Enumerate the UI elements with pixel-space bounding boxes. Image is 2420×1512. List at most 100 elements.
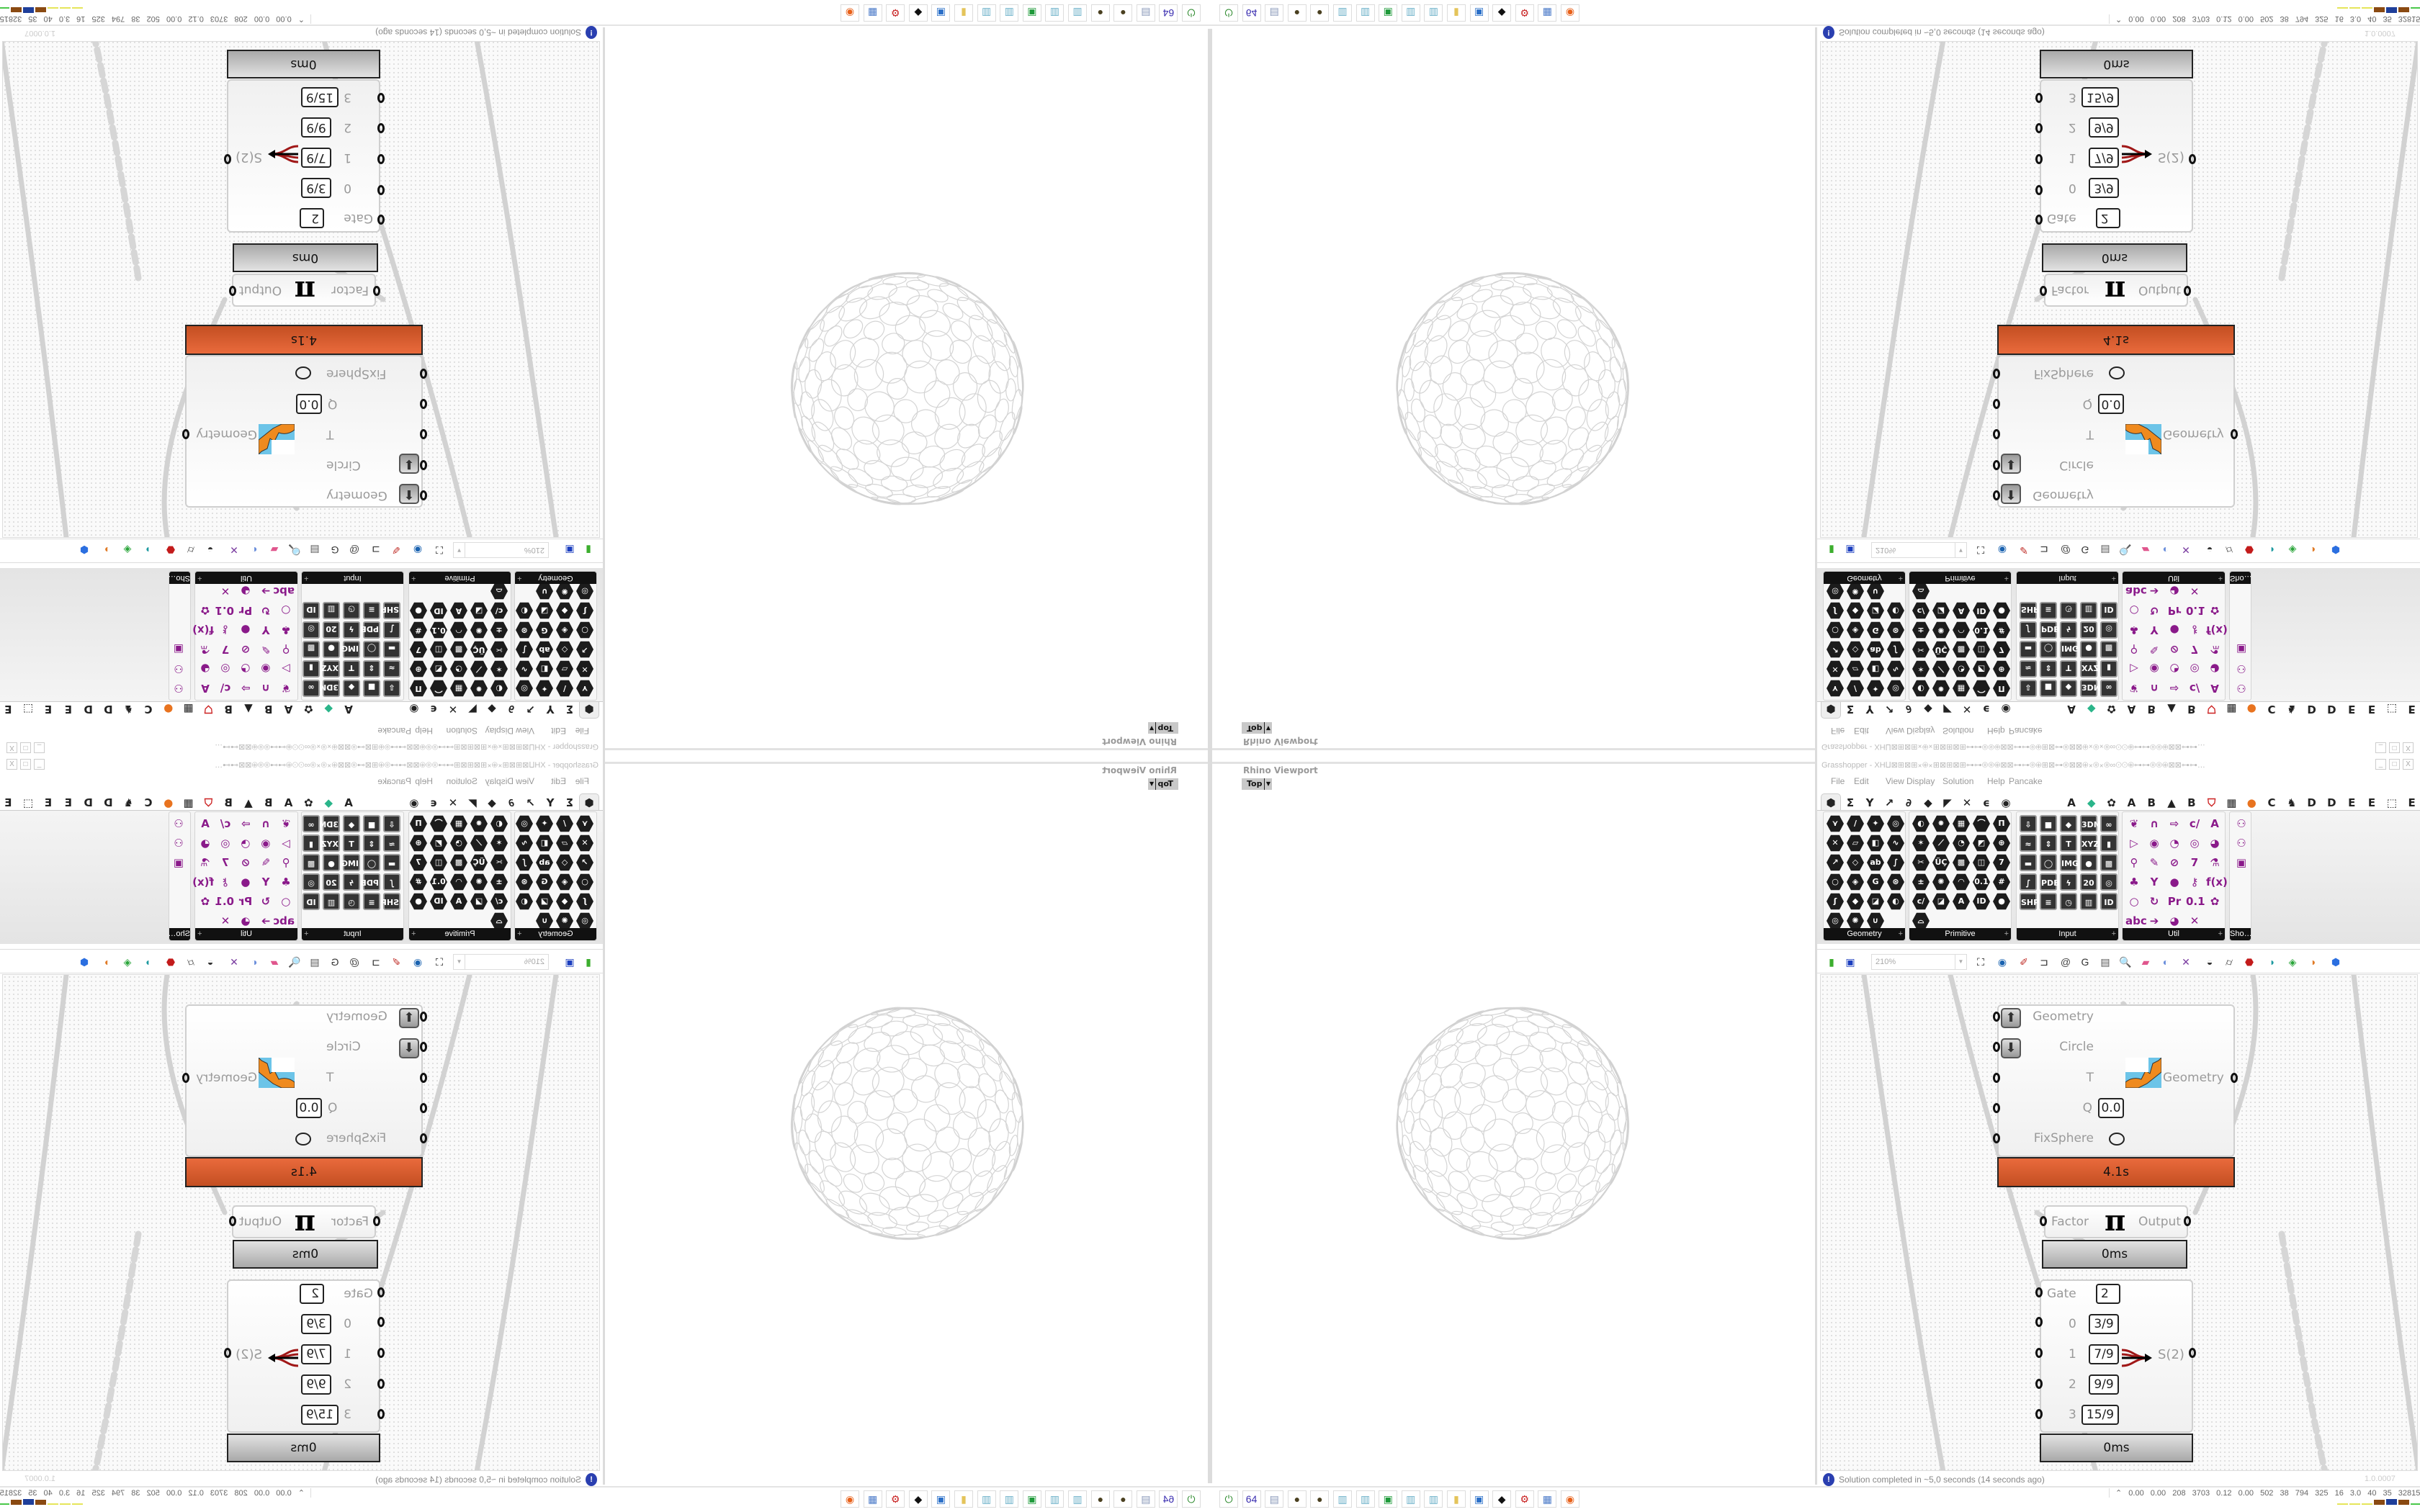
paint-icon[interactable]: T (2060, 660, 2077, 678)
pdb-icon[interactable]: PDB (2040, 873, 2060, 891)
chevron-down-icon[interactable]: ▼ (1264, 778, 1272, 790)
fx-icon[interactable]: f(x) (2206, 876, 2228, 888)
mesh-icon[interactable]: ◆ (1847, 893, 1864, 910)
mesh-icon[interactable]: ◆ (556, 893, 573, 910)
gha-icon[interactable]: G (331, 956, 339, 968)
text-icon[interactable]: A (450, 602, 467, 619)
a-script-icon[interactable]: A (2210, 682, 2219, 695)
arrow-up-icon[interactable]: ⬆ (399, 1008, 419, 1028)
save-icon[interactable]: ▣ (565, 544, 575, 556)
colour-wheel-icon[interactable]: ◯ (2040, 641, 2057, 658)
line-icon[interactable]: ↗ (1827, 641, 1844, 658)
file-icon[interactable]: ◫ (430, 854, 447, 871)
c-script-icon[interactable]: c/ (2189, 682, 2200, 695)
button-icon[interactable]: ■ (363, 680, 380, 697)
params-tab-icon[interactable]: ⬢ (584, 703, 594, 716)
tab-e[interactable]: E (2348, 796, 2356, 809)
sphere-icon[interactable]: ● (410, 893, 427, 910)
input-port[interactable] (2035, 1287, 2043, 1297)
kangaroo-solver-component[interactable]: ⬆ ⬇ Geometry Circle T Q 0.0 FixSphere Ge… (1997, 355, 2235, 508)
axes-icon[interactable]: ⚲ (282, 856, 290, 869)
0.1-icon[interactable]: 0.1 (2186, 895, 2205, 908)
brep-icon[interactable]: ◧ (1867, 660, 1884, 678)
cherry-icon[interactable]: ❦ (281, 817, 291, 830)
text-icon[interactable]: A (1953, 602, 1970, 619)
red-shape-icon[interactable]: ⬣ (2244, 956, 2254, 968)
stream-value-field[interactable]: 7/9 (301, 148, 331, 168)
bell-icon[interactable]: ◒ (207, 956, 214, 968)
input-port[interactable] (2035, 93, 2043, 103)
folder-icon[interactable]: ▮ (1447, 4, 1466, 22)
text-icon[interactable]: ab (1867, 854, 1884, 871)
cherry-icon[interactable]: ❦ (2129, 682, 2139, 695)
shp-icon[interactable]: SHP (2020, 602, 2039, 619)
data-icon[interactable]: ⊕ (1993, 660, 2010, 678)
plane-icon[interactable]: ✦ (1867, 680, 1884, 697)
cylinder-icon[interactable]: ⌭ (2225, 956, 2233, 968)
spiral-icon[interactable]: ◎ (220, 837, 230, 850)
img-icon[interactable]: IMG (341, 854, 360, 871)
input-port[interactable] (377, 1379, 385, 1389)
input-port[interactable] (420, 460, 427, 470)
point-icon[interactable]: ∕ (556, 815, 573, 832)
calendar-icon[interactable]: 20 (2080, 621, 2097, 639)
expand-icon[interactable]: + (517, 930, 522, 938)
rhino-icon[interactable]: ◆ (908, 4, 928, 22)
expand-icon[interactable]: + (411, 574, 416, 582)
notepad-icon[interactable]: ▥ (977, 4, 996, 22)
open-file-icon[interactable]: ▮ (586, 956, 591, 968)
arc-icon[interactable]: ʃ (576, 893, 593, 910)
complex-icon[interactable]: ± (1912, 873, 1930, 891)
xyz-icon[interactable]: XYZ (321, 834, 340, 852)
teal-shape-icon[interactable]: ◗ (2269, 956, 2276, 968)
shot-icon[interactable]: Y (261, 624, 270, 636)
arrow-icon[interactable]: ⇨ (2169, 817, 2179, 830)
dna-icon[interactable]: ✕ (230, 544, 238, 556)
data-path-icon[interactable]: ◩ (1973, 834, 1990, 852)
params-tab-icon[interactable]: ⬢ (1826, 703, 1836, 716)
surface-tab-icon[interactable]: ◆ (488, 796, 496, 809)
panel-label[interactable]: Geometry + (515, 572, 596, 584)
pointer-icon[interactable]: ⇕ (363, 660, 380, 678)
mountain-tab-icon[interactable]: ▲ (2167, 796, 2176, 809)
panel-label[interactable]: Util + (2123, 928, 2225, 940)
gauge-icon[interactable]: ◕ (2169, 914, 2179, 927)
menu-solution[interactable]: Solution (446, 776, 478, 786)
red-shape-icon[interactable]: ⬣ (166, 956, 176, 968)
panel-label[interactable]: Input + (2017, 928, 2118, 940)
curve-shape-icon[interactable]: ⌓ (1912, 582, 1930, 600)
tab-a2[interactable]: A (2127, 703, 2136, 716)
graph-icon[interactable]: ∫ (2020, 873, 2037, 891)
hatch-icon[interactable]: ▩ (1953, 854, 1970, 871)
bulb-icon[interactable]: ◐ (2162, 956, 2169, 968)
open-file-icon[interactable]: ▮ (586, 544, 591, 556)
dark-ball-icon[interactable]: ● (1310, 1490, 1330, 1508)
plane-icon[interactable]: ✦ (1867, 815, 1884, 832)
complex2-icon[interactable]: c/ (1912, 602, 1930, 619)
null-icon[interactable]: ✕ (1827, 660, 1844, 678)
teal-shape-icon[interactable]: ◗ (144, 544, 151, 556)
notepad-icon[interactable]: ▥ (1401, 4, 1420, 22)
params-tab-icon[interactable]: ⬢ (1826, 796, 1836, 809)
file-path-icon[interactable]: ◪ (470, 893, 488, 910)
shield-tab-icon[interactable]: ⛉ (2207, 796, 2216, 809)
q-value-field[interactable]: 0.0 (296, 394, 322, 414)
3dm-icon[interactable]: 3DM (2080, 680, 2102, 697)
abc-icon[interactable]: abc (2125, 585, 2147, 598)
gate-value-field[interactable]: 2 (300, 1284, 324, 1304)
minimize-button[interactable]: _ (2375, 742, 2386, 753)
grid-tab-icon[interactable]: ▦ (2226, 703, 2237, 716)
magnet-icon[interactable]: ∪ (1867, 582, 1884, 600)
tree-icon[interactable]: ♣ (2129, 624, 2139, 636)
output-port[interactable] (2231, 429, 2238, 439)
sets-tab-icon[interactable]: Y (1865, 703, 1874, 716)
notepad-icon[interactable]: ▥ (1424, 1490, 1443, 1508)
id-tag-icon[interactable]: ID (2100, 602, 2118, 619)
menu-help[interactable]: Help (415, 726, 433, 736)
box-icon[interactable]: ▱ (1847, 834, 1864, 852)
text-icon[interactable]: ab (1867, 641, 1884, 658)
id-tag-icon[interactable]: ID (302, 602, 320, 619)
input-port[interactable] (373, 286, 380, 296)
colour-swatch-icon[interactable]: ▬ (383, 854, 400, 871)
cross-icon[interactable]: ✕ (220, 914, 230, 927)
